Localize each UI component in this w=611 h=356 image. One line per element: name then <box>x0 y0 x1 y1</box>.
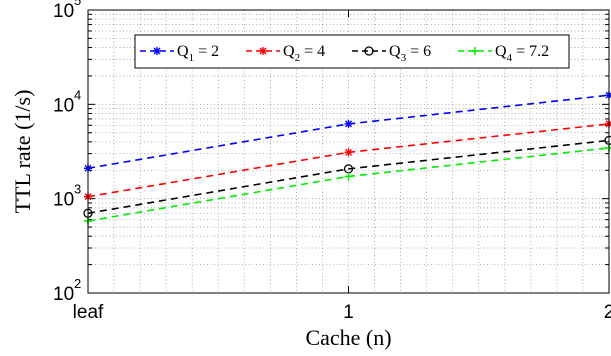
x-tick-label: leaf <box>73 302 104 323</box>
y-tick-label: 10 <box>53 284 74 305</box>
legend-label: Q4 = 7.2 <box>495 43 549 64</box>
data-point <box>344 148 353 157</box>
y-tick-label: 10 <box>53 190 74 211</box>
plot-frame <box>87 9 610 294</box>
y-tick-exponent: 3 <box>74 182 81 197</box>
legend-marker <box>153 47 161 55</box>
legend-marker <box>471 47 479 55</box>
series-line <box>87 139 610 215</box>
legend-label: Q3 = 6 <box>389 43 431 64</box>
legend-entry-2: Q2 = 4 <box>246 43 325 64</box>
legend-marker <box>259 47 267 55</box>
y-axis-label: TTL rate (1/s) <box>10 90 35 214</box>
y-tick-exponent: 2 <box>74 276 81 291</box>
legend-entry-1: Q1 = 2 <box>140 43 219 64</box>
x-tick-label: 2 <box>604 302 611 323</box>
data-point <box>344 119 353 128</box>
legend-entry-4: Q4 = 7.2 <box>458 43 549 64</box>
axis-ticks <box>87 10 610 293</box>
x-axis-label: Cache (n) <box>305 325 391 350</box>
x-tick-label: 1 <box>343 302 354 323</box>
legend-marker <box>364 46 374 56</box>
data-point <box>344 172 353 181</box>
legend-label: Q2 = 4 <box>283 43 325 64</box>
legend-entry-3: Q3 = 6 <box>352 43 431 64</box>
y-tick-exponent: 4 <box>74 87 81 102</box>
y-tick-label: 10 <box>53 1 74 22</box>
series-layer <box>83 91 611 225</box>
y-tick-label: 10 <box>53 95 74 116</box>
y-tick-exponent: 5 <box>74 0 81 8</box>
legend-label: Q1 = 2 <box>177 43 219 64</box>
legend: Q1 = 2 Q2 = 4 Q3 = 6 Q4 = 7.2 <box>134 34 570 69</box>
